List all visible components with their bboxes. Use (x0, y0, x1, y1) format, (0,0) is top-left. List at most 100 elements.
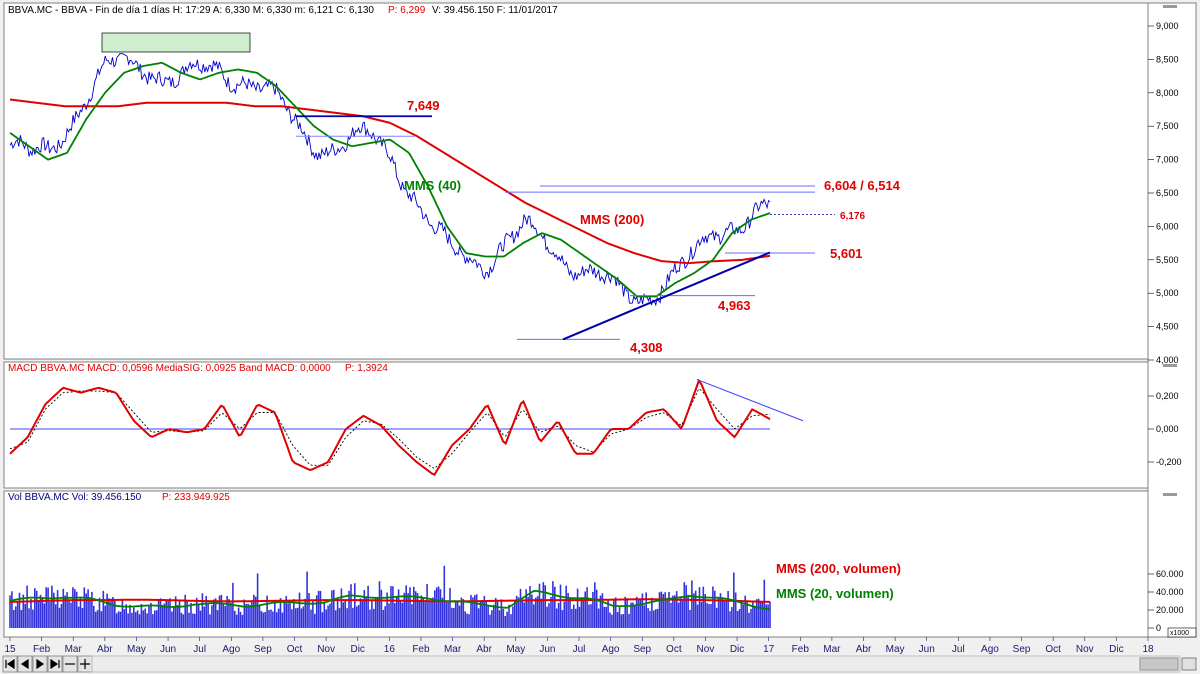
macd-header: MACD BBVA.MC MACD: 0,0596 MediaSIG: 0,09… (8, 363, 331, 374)
volume-tick-label: 0 (1156, 623, 1161, 633)
x-tick-label: Feb (792, 644, 810, 655)
annotation-mms200: MMS (200) (580, 212, 644, 227)
volume-mms200-line (9, 598, 771, 603)
annotation-4963: 4,963 (718, 298, 751, 313)
x-tick-label: Sep (254, 644, 272, 655)
volume-tick-label: 40.000 (1156, 587, 1184, 597)
x-tick-label: Jul (193, 644, 206, 655)
x-tick-label: Abr (97, 644, 113, 655)
last-button[interactable] (47, 655, 63, 673)
support-trendline (562, 251, 771, 341)
annotation-4308: 4,308 (630, 340, 663, 355)
mms200-line (9, 98, 771, 265)
x-tick-label: 15 (4, 644, 16, 655)
macd-signal-line (9, 388, 771, 469)
x-tick-label: Nov (1076, 644, 1094, 655)
x-tick-label: Dic (350, 644, 364, 655)
macd-line (9, 378, 771, 476)
scroll-corner[interactable] (1181, 657, 1197, 671)
annotation-6604-6514: 6,604 / 6,514 (824, 178, 901, 193)
x-tick-label: Dic (1109, 644, 1123, 655)
price-tick-label: 5,500 (1156, 255, 1179, 265)
price-header: BBVA.MC - BBVA - Fin de día 1 días H: 17… (8, 5, 374, 16)
x-tick-label: Feb (33, 644, 51, 655)
annotation-6176: 6,176 (840, 211, 865, 222)
x-tick-label: Ago (602, 644, 620, 655)
annotation-5601: 5,601 (830, 246, 863, 261)
prev-button[interactable] (17, 655, 33, 673)
price-tick-label: 4,500 (1156, 322, 1179, 332)
price-header-tail: V: 39.456.150 F: 11/01/2017 (432, 5, 558, 16)
volume-tick-label: 20.000 (1156, 605, 1184, 615)
price-tick-label: 7,500 (1156, 121, 1179, 131)
x-tick-label: Jun (160, 644, 176, 655)
x-tick-label: Mar (65, 644, 83, 655)
annotation-mms200-volume: MMS (200, volumen) (776, 561, 901, 576)
y-axis-strip (1147, 2, 1197, 638)
x-tick-label: Nov (317, 644, 335, 655)
x-tick-label: Feb (412, 644, 430, 655)
x-tick-label: Mar (823, 644, 841, 655)
x-tick-label: Abr (476, 644, 492, 655)
price-tick-label: 4,000 (1156, 355, 1179, 365)
volume-tick-label: 60.000 (1156, 569, 1184, 579)
scrollbar-thumb[interactable] (1139, 657, 1179, 671)
price-panel[interactable] (3, 2, 1149, 360)
x-tick-label: Mar (444, 644, 462, 655)
x-tick-label: 16 (384, 644, 396, 655)
horizontal-scrollbar[interactable] (91, 655, 1181, 673)
scroll-handle-volume-top[interactable] (1163, 493, 1177, 496)
x-tick-label: May (886, 644, 905, 655)
macd-tick-label: 0,000 (1156, 424, 1179, 434)
x-tick-label: Sep (1013, 644, 1031, 655)
x-tick-label: Jul (952, 644, 965, 655)
price-series-line (9, 53, 771, 307)
x-tick-label: Dic (730, 644, 744, 655)
macd-tick-label: 0,200 (1156, 391, 1179, 401)
x-tick-label: Oct (666, 644, 682, 655)
x-tick-label: Ago (222, 644, 240, 655)
macd-tick-label: -0,200 (1156, 457, 1182, 467)
x-tick-label: May (127, 644, 146, 655)
mms40-line (9, 62, 771, 298)
zoom-out-button[interactable] (62, 655, 78, 673)
scroll-handle-price-top[interactable] (1163, 5, 1177, 8)
volume-mms20-line (9, 589, 771, 610)
annotation-mms40: MMS (40) (404, 178, 461, 193)
scroll-handle-macd-top[interactable] (1163, 364, 1177, 367)
x-tick-label: Ago (981, 644, 999, 655)
volume-header: Vol BBVA.MC Vol: 39.456.150 (8, 492, 142, 503)
unit-badge (1167, 627, 1197, 638)
x-tick-label: May (506, 644, 525, 655)
navigation-bar (2, 655, 93, 673)
annotation-mms20-volume: MMS (20, volumen) (776, 586, 894, 601)
price-header-p: P: 6,299 (388, 5, 426, 16)
next-button[interactable] (32, 655, 48, 673)
x-tick-label: Jun (919, 644, 935, 655)
annotation-7649: 7,649 (407, 98, 440, 113)
zoom-in-icon (80, 659, 90, 669)
macd-panel[interactable] (3, 361, 1149, 489)
price-tick-label: 8,500 (1156, 54, 1179, 64)
x-tick-label: Nov (697, 644, 715, 655)
macd-header-p: P: 1,3924 (345, 363, 388, 374)
first-button[interactable] (2, 655, 18, 673)
x-tick-label: Oct (1045, 644, 1061, 655)
x-tick-label: Sep (633, 644, 651, 655)
x-tick-label: Abr (856, 644, 872, 655)
x-tick-label: 18 (1142, 644, 1154, 655)
zoom-in-button[interactable] (77, 655, 93, 673)
last-icon (50, 658, 60, 670)
price-tick-label: 9,000 (1156, 21, 1179, 31)
x-tick-label: Jun (539, 644, 555, 655)
macd-trendline (696, 379, 804, 422)
first-icon (5, 658, 15, 670)
price-tick-label: 7,000 (1156, 155, 1179, 165)
next-icon (36, 658, 45, 670)
prev-icon (20, 658, 29, 670)
price-tick-label: 8,000 (1156, 88, 1179, 98)
x-tick-label: Jul (573, 644, 586, 655)
volume-header-p: P: 233.949.925 (162, 492, 230, 503)
